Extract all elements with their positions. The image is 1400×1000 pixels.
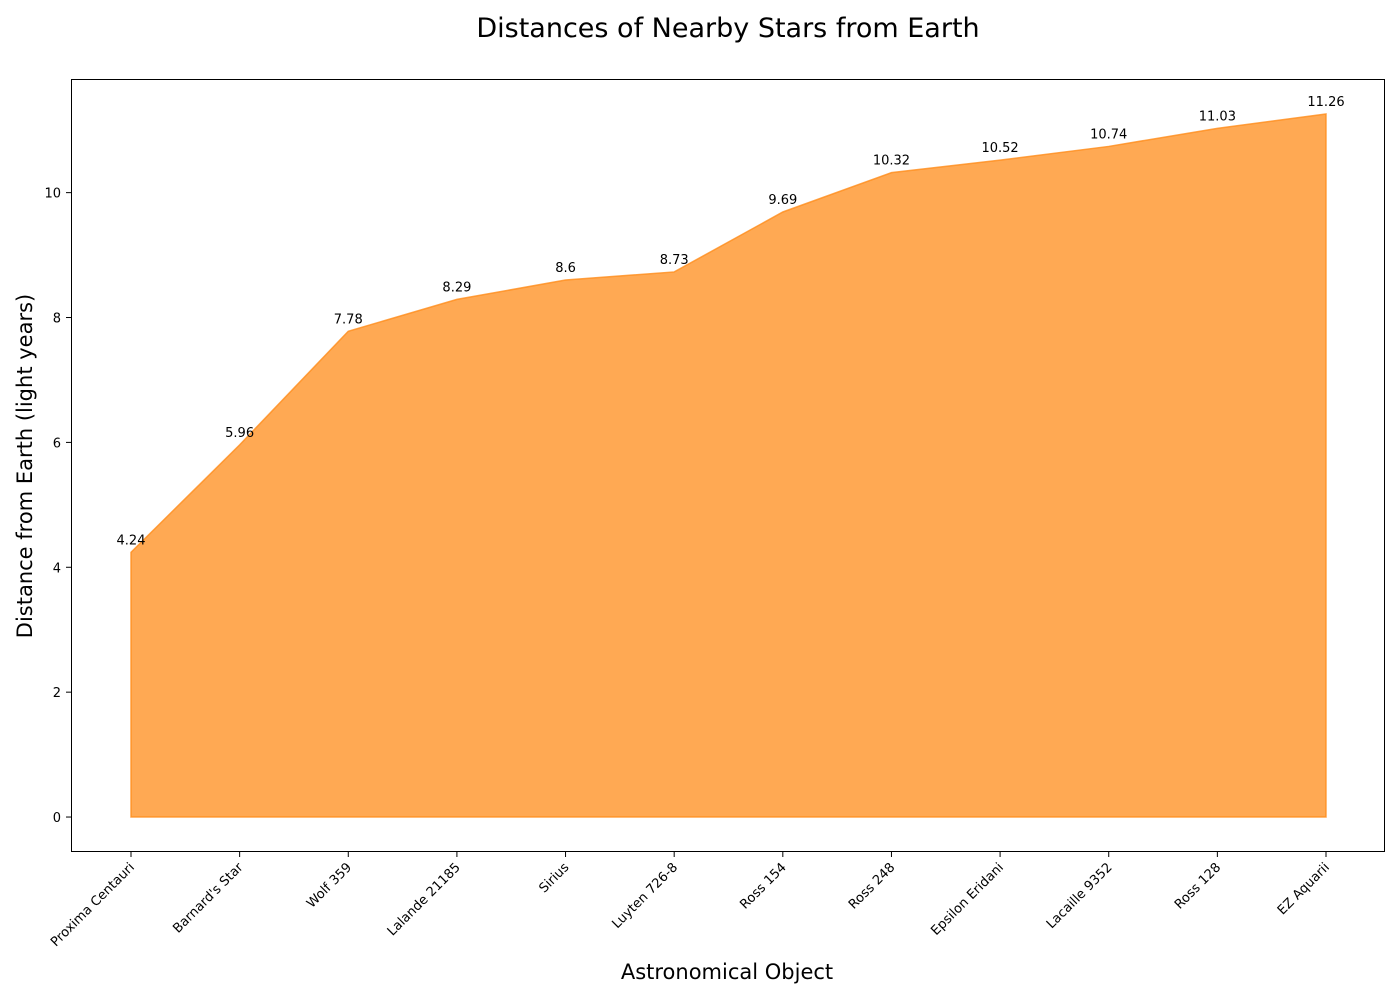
x-tick-label: Lalande 21185 [385,860,464,939]
x-tick-label: Ross 248 [846,860,898,912]
x-tick-label: Sirius [536,860,572,896]
data-label: 9.69 [768,193,797,208]
y-tick-label: 6 [53,436,61,451]
y-tick-label: 4 [53,561,61,576]
plot-area: 4.24 5.96 7.78 8.29 8.6 8.73 9.69 10.32 10.52 10.… [117,95,1345,818]
data-label: 8.29 [442,280,471,295]
x-axis-label: Astronomical Object [621,960,833,984]
data-label: 8.6 [555,261,576,276]
data-label: 10.32 [873,154,910,169]
data-label: 10.52 [981,141,1018,156]
y-axis-label: Distance from Earth (light years) [13,294,37,638]
y-tick-label: 2 [53,686,61,701]
data-label: 8.73 [660,253,689,268]
data-label: 5.96 [225,426,254,441]
x-tick-label: EZ Aquarii [1275,860,1333,918]
data-label: 11.26 [1307,95,1344,110]
data-label: 4.24 [117,533,146,548]
chart-title: Distances of Nearby Stars from Earth [476,13,979,44]
y-tick-label: 8 [53,312,61,327]
plot-frame [71,79,1385,852]
data-label: 11.03 [1199,109,1236,124]
x-tick-label: Barnard's Star [170,860,247,937]
data-label: 10.74 [1090,127,1127,142]
x-tick-label: Ross 154 [737,860,789,912]
x-axis-ticks: Proxima Centauri Barnard's Star Wolf 359 La… [48,852,1333,950]
x-tick-label: Wolf 359 [304,860,355,911]
area-series [130,113,1327,818]
y-tick-label: 10 [44,187,61,202]
x-tick-label: Epsilon Eridani [928,860,1007,939]
data-label: 7.78 [334,312,363,327]
x-tick-label: Ross 128 [1172,860,1224,912]
x-tick-label: Proxima Centauri [48,860,138,950]
y-axis-ticks: 0 2 4 6 8 10 [44,187,71,826]
y-tick-label: 0 [53,811,61,826]
x-tick-label: Luyten 726-8 [609,860,681,932]
x-tick-label: Lacaille 9352 [1044,860,1116,932]
